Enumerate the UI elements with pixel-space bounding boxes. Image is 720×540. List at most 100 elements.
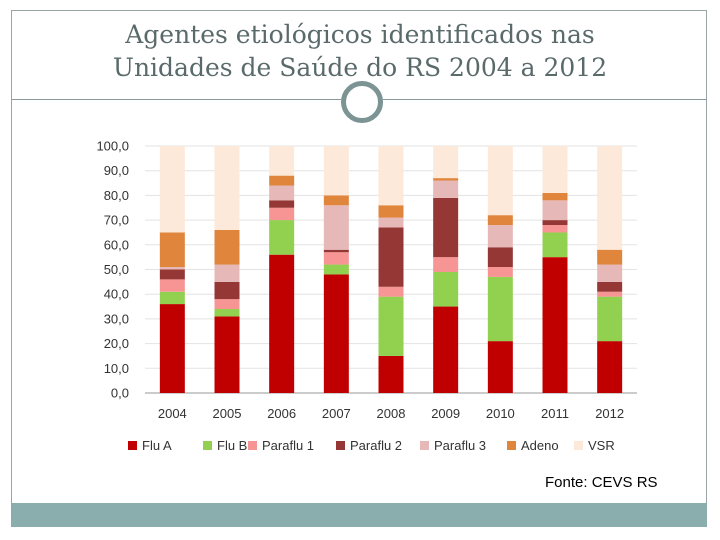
bar-segment [214, 281, 240, 300]
bar-segment [159, 146, 185, 233]
legend-label: Paraflu 1 [262, 438, 314, 453]
x-tick-label: 2010 [486, 406, 515, 421]
title-rule-right [383, 99, 707, 100]
title-line-1: Agentes etiológicos identificados nas [125, 20, 595, 49]
bar-segment [487, 276, 513, 342]
bar-segment [378, 227, 404, 287]
bar-segment [269, 254, 295, 393]
bar-segment [378, 355, 404, 393]
bar-segment [378, 146, 404, 206]
bar-segment [487, 341, 513, 393]
title-line-2: Unidades de Saúde do RS 2004 a 2012 [112, 53, 608, 82]
legend-swatch [128, 441, 137, 450]
legend-label: Flu A [142, 438, 172, 453]
bar-segment [542, 257, 568, 393]
bar-segment [433, 178, 459, 181]
bar-segment [542, 146, 568, 193]
bar-segment [433, 146, 459, 179]
y-axis-ticks: 0,0 10,0 20,0 30,0 40,0 50,0 60,0 70,0 80,0 90,0 1… [96, 139, 129, 401]
bar-segment [214, 309, 240, 317]
bar-segment [542, 192, 568, 201]
bar-segment [378, 205, 404, 218]
legend-swatch [420, 441, 429, 450]
bar-segment [269, 207, 295, 221]
y-tick-label: 70,0 [104, 213, 129, 228]
bar-segment [323, 195, 349, 206]
bar-segment [487, 225, 513, 248]
bar-segment [433, 180, 459, 198]
x-tick-label: 2005 [213, 406, 242, 421]
bar-segment [159, 232, 185, 268]
bar-segment [487, 146, 513, 216]
x-tick-label: 2008 [377, 406, 406, 421]
bar-segment [487, 215, 513, 226]
bar-segment [269, 220, 295, 255]
bar-segment [214, 316, 240, 393]
bar-segment [159, 291, 185, 305]
y-tick-label: 60,0 [104, 237, 129, 252]
bar-segment [214, 299, 240, 310]
x-tick-label: 2009 [431, 406, 460, 421]
bar-segment [487, 247, 513, 268]
bar-segment [159, 267, 185, 270]
bar-segment [214, 264, 240, 282]
bar-segment [214, 146, 240, 230]
y-tick-label: 80,0 [104, 188, 129, 203]
bar-segment [378, 296, 404, 356]
legend-label: VSR [588, 438, 615, 453]
legend-label: Adeno [521, 438, 559, 453]
bar-segment [597, 296, 623, 342]
bar-segment [597, 341, 623, 393]
chart-legend: Flu A Flu B Paraflu 1 Paraflu 2 Paraflu 3 Ade… [128, 438, 615, 453]
x-tick-label: 2007 [322, 406, 351, 421]
bar-segment [159, 304, 185, 393]
bar-segment [378, 286, 404, 297]
legend-label: Flu B [217, 438, 247, 453]
y-tick-label: 30,0 [104, 311, 129, 326]
decorative-circle-icon [341, 81, 383, 123]
bar-segment [323, 264, 349, 275]
y-tick-label: 90,0 [104, 163, 129, 178]
bar-segment [159, 279, 185, 292]
bar-segment [269, 175, 295, 186]
bar-segment [323, 146, 349, 196]
bar-segment [433, 257, 459, 272]
bar-segment [433, 271, 459, 307]
bar-segment [542, 200, 568, 221]
bar-segment [323, 274, 349, 393]
legend-swatch [507, 441, 516, 450]
bar-segment [597, 146, 623, 250]
bar-segment [323, 205, 349, 250]
legend-swatch [248, 441, 257, 450]
x-tick-label: 2004 [158, 406, 187, 421]
bar-segment [597, 264, 623, 282]
bar-segment [323, 252, 349, 265]
y-tick-label: 20,0 [104, 336, 129, 351]
y-tick-label: 10,0 [104, 361, 129, 376]
bar-segment [269, 185, 295, 201]
x-axis-ticks: 2004 2005 2006 2007 2008 2009 2010 2011 2012 [158, 406, 624, 421]
y-tick-label: 100,0 [96, 139, 129, 154]
legend-label: Paraflu 2 [350, 438, 402, 453]
slide-title: Agentes etiológicos identificados nas Un… [12, 18, 708, 84]
title-rule-left [12, 99, 341, 100]
y-tick-label: 0,0 [111, 386, 129, 401]
legend-swatch [574, 441, 583, 450]
bar-segment [542, 225, 568, 233]
bar-segment [269, 146, 295, 176]
x-tick-label: 2012 [595, 406, 624, 421]
bar-segment [214, 229, 240, 265]
bar-segment [433, 306, 459, 393]
bar-segment [269, 200, 295, 208]
legend-swatch [203, 441, 212, 450]
bar-segment [487, 267, 513, 277]
y-tick-label: 50,0 [104, 262, 129, 277]
chart-bars [159, 146, 623, 393]
legend-label: Paraflu 3 [434, 438, 486, 453]
bar-segment [159, 269, 185, 280]
bar-segment [597, 249, 623, 265]
bar-segment [597, 281, 623, 292]
y-tick-label: 40,0 [104, 287, 129, 302]
x-tick-label: 2011 [541, 406, 569, 421]
